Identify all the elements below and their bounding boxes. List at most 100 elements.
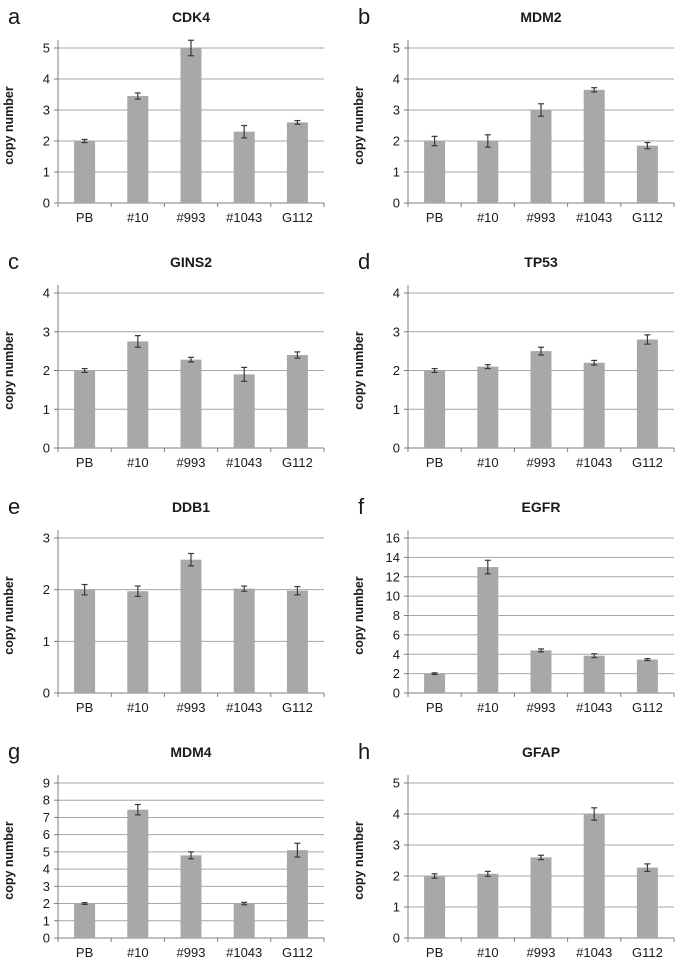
y-tick-label: 0 [43,686,50,701]
bar [583,89,605,203]
chart-title: GINS2 [170,254,212,270]
y-tick-label: 3 [393,324,400,339]
bar [180,559,202,693]
y-tick-label: 2 [43,363,50,378]
y-tick-label: 0 [393,441,400,456]
x-tick-label: #993 [177,700,206,715]
bar [583,814,605,938]
y-tick-label: 4 [393,647,400,662]
bar [286,590,308,693]
bar [530,110,552,203]
y-tick-label: 5 [43,844,50,859]
panel-letter: h [358,739,370,764]
x-tick-label: G112 [282,700,313,715]
chart-panel: b MDM2 0 1 2 3 4 5 PB #10 #993 #1043 G112 copy number [350,0,700,245]
y-tick-label: 0 [393,686,400,701]
x-tick-label: #993 [177,945,206,960]
x-tick-label: PB [76,210,93,225]
bar [74,903,96,938]
y-tick-label: 3 [43,103,50,118]
y-tick-label: 4 [43,72,50,87]
y-tick-label: 2 [43,896,50,911]
panel-letter: b [358,4,370,29]
x-tick-label: #1043 [226,945,262,960]
bar [233,903,255,938]
bar [74,141,96,203]
x-tick-label: #1043 [576,945,612,960]
y-tick-label: 3 [43,879,50,894]
y-tick-label: 1 [43,402,50,417]
x-tick-label: #10 [477,210,499,225]
y-tick-label: 1 [43,913,50,928]
bar [636,339,658,448]
panel-letter: g [8,739,20,764]
chart-title: TP53 [524,254,558,270]
bar [477,873,499,938]
y-axis-label: copy number [352,576,366,655]
bar [127,96,149,203]
bar [233,588,255,693]
y-tick-label: 2 [43,134,50,149]
y-axis-label: copy number [352,821,366,900]
y-tick-label: 8 [393,608,400,623]
bar [583,362,605,448]
y-tick-label: 5 [393,776,400,791]
y-tick-label: 3 [393,103,400,118]
y-tick-label: 3 [393,838,400,853]
x-tick-label: #10 [127,455,149,470]
y-tick-label: 14 [386,550,400,565]
bar [583,655,605,693]
x-tick-label: #1043 [226,700,262,715]
bar [233,374,255,448]
bar [636,659,658,693]
y-axis-label: copy number [2,86,16,165]
bar [127,591,149,693]
y-tick-label: 2 [393,869,400,884]
bar [127,809,149,938]
chart-title: MDM4 [170,744,211,760]
bar [477,141,499,203]
chart-panel: c GINS2 0 1 2 3 4 PB #10 #993 #1043 G112 copy number [0,245,350,490]
y-tick-label: 2 [393,363,400,378]
x-tick-label: #993 [527,945,556,960]
x-tick-label: G112 [632,455,663,470]
chart-title: CDK4 [172,9,210,25]
y-tick-label: 3 [43,324,50,339]
bar [286,355,308,448]
x-tick-label: #1043 [226,455,262,470]
x-tick-label: #10 [127,945,149,960]
bar-chart: e DDB1 0 1 2 3 PB #10 #993 #1043 G112 copy number [2,494,325,715]
y-tick-label: 1 [43,165,50,180]
bar [180,359,202,448]
x-tick-label: #993 [527,455,556,470]
bar-chart: f EGFR 0 2 4 6 8 10 12 14 16 PB #10 #993 #1043 G112 copy… [352,494,675,715]
bar [286,850,308,938]
chart-title: DDB1 [172,499,210,515]
x-tick-label: #993 [177,210,206,225]
x-tick-label: G112 [282,945,313,960]
chart-panel: d TP53 0 1 2 3 4 PB #10 #993 #1043 G112 copy number [350,245,700,490]
y-tick-label: 3 [43,531,50,546]
bar [180,48,202,203]
y-tick-label: 1 [43,634,50,649]
y-tick-label: 4 [43,862,50,877]
y-tick-label: 10 [386,589,400,604]
x-tick-label: #10 [477,945,499,960]
bar [530,351,552,448]
y-tick-label: 6 [393,627,400,642]
y-tick-label: 4 [393,286,400,301]
x-tick-label: PB [76,945,93,960]
bar-chart: g MDM4 0 1 2 3 4 5 6 7 8 9 PB #10 #993 #1043 G112 copy nu… [2,739,325,960]
x-tick-label: G112 [282,210,313,225]
y-axis-label: copy number [352,86,366,165]
y-tick-label: 0 [43,441,50,456]
y-axis-label: copy number [2,331,16,410]
bar [180,855,202,938]
bar-chart: d TP53 0 1 2 3 4 PB #10 #993 #1043 G112 copy number [352,249,675,470]
x-tick-label: #1043 [226,210,262,225]
chart-panel: h GFAP 0 1 2 3 4 5 PB #10 #993 #1043 G112 copy number [350,735,700,980]
bar [424,673,446,693]
y-tick-label: 16 [386,531,400,546]
panel-letter: f [358,494,365,519]
chart-panel: e DDB1 0 1 2 3 PB #10 #993 #1043 G112 copy number [0,490,350,735]
